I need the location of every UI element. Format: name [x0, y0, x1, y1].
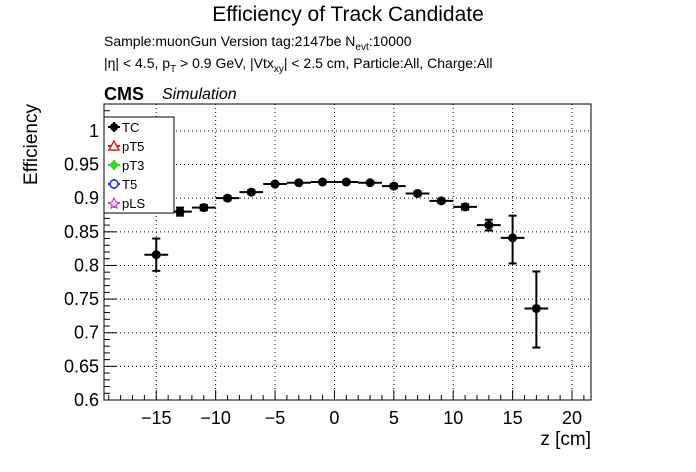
data-marker [413, 188, 423, 198]
legend-entry-t5: T5 [108, 177, 137, 192]
legend-marker-star [107, 196, 121, 210]
data-marker [151, 250, 161, 260]
data-marker [223, 193, 233, 203]
y-tick-label: 0.8 [74, 255, 99, 275]
legend-entry-pls: pLS [107, 196, 145, 211]
data-points [144, 177, 549, 349]
data-point [168, 206, 192, 217]
data-point [453, 202, 477, 212]
data-marker [365, 178, 375, 188]
data-point [239, 187, 264, 197]
data-point [286, 178, 311, 188]
legend-label: TC [122, 120, 139, 135]
nevt-subscript: evt [355, 41, 369, 53]
y-tick-labels: 0.6 0.65 0.7 0.75 0.8 0.85 0.9 0.95 1 [64, 121, 99, 410]
y-tick-label: 1 [89, 121, 99, 141]
data-point [476, 218, 501, 232]
legend-label: pLS [122, 196, 145, 211]
x-tick-label: 20 [562, 408, 582, 428]
data-marker [246, 187, 256, 197]
legend-label: pT3 [122, 158, 144, 173]
data-point [500, 214, 525, 265]
selection-text-b: > 0.9 GeV, |Vtx [176, 55, 274, 71]
legend-marker-triangle [107, 139, 121, 151]
data-point [429, 196, 454, 206]
data-marker [389, 181, 399, 191]
data-marker [460, 202, 470, 212]
cms-label: CMS [104, 84, 144, 104]
legend-entry-pt3: pT3 [108, 158, 144, 173]
data-marker [531, 304, 541, 314]
data-marker [175, 207, 185, 217]
y-tick-label: 0.95 [64, 155, 99, 175]
y-tick-label: 0.85 [64, 222, 99, 242]
nevt-value: :10000 [368, 33, 412, 49]
x-tick-label: 0 [329, 408, 339, 428]
y-tick-label: 0.9 [74, 188, 99, 208]
sample-info-line: Sample:muonGun Version tag:2147be Nevt:1… [104, 33, 412, 53]
y-tick-label: 0.65 [64, 356, 99, 376]
data-point [405, 188, 430, 198]
data-marker [341, 177, 351, 187]
sample-info-text: Sample:muonGun Version tag:2147be N [104, 33, 356, 49]
pt-subscript: T [170, 63, 177, 75]
data-point [358, 178, 382, 188]
data-point [144, 237, 169, 272]
legend: TC pT5 pT3 T5 pLS [103, 116, 175, 214]
grid-lines [104, 104, 591, 401]
selection-text-a: |η| < 4.5, p [104, 55, 171, 71]
legend-entry-pt5: pT5 [107, 139, 144, 154]
legend-entry-tc: TC [108, 120, 139, 135]
legend-marker-diamond [109, 160, 119, 170]
y-tick-label: 0.6 [74, 390, 99, 410]
legend-label: T5 [122, 177, 137, 192]
selection-info-line: |η| < 4.5, pT > 0.9 GeV, |Vtxxy| < 2.5 c… [104, 55, 493, 75]
simulation-label: Simulation [162, 86, 237, 103]
y-tick-label: 0.7 [74, 323, 99, 343]
data-marker [294, 178, 304, 188]
x-tick-label: −10 [200, 408, 231, 428]
data-point [334, 177, 359, 187]
data-marker [436, 196, 446, 206]
x-axis-label: z [cm] [540, 429, 591, 450]
x-tick-label: −5 [265, 408, 286, 428]
x-tick-label: 10 [443, 408, 463, 428]
data-point [263, 179, 287, 189]
plot-frame [103, 103, 592, 401]
data-point [310, 177, 335, 187]
y-tick-label: 0.75 [64, 289, 99, 309]
data-marker [318, 177, 328, 187]
data-point [524, 270, 549, 349]
data-point [381, 181, 406, 191]
x-tick-labels: −15 −10 −5 0 5 10 15 20 [141, 408, 582, 428]
legend-marker-circle [110, 123, 118, 131]
x-tick-label: 15 [503, 408, 523, 428]
selection-text-c: | < 2.5 cm, Particle:All, Charge:All [283, 55, 493, 71]
data-marker [484, 220, 494, 230]
data-marker [508, 233, 518, 243]
legend-label: pT5 [122, 139, 144, 154]
x-tick-label: 5 [389, 408, 399, 428]
vtx-subscript: xy [273, 63, 284, 75]
data-marker [270, 179, 280, 189]
data-marker [199, 203, 209, 213]
chart-title: Efficiency of Track Candidate [212, 3, 484, 26]
x-tick-label: −15 [141, 408, 172, 428]
y-axis-label: Efficiency [21, 104, 42, 185]
data-point [215, 193, 240, 203]
data-point [191, 203, 216, 213]
legend-marker-open-circle [109, 179, 119, 189]
